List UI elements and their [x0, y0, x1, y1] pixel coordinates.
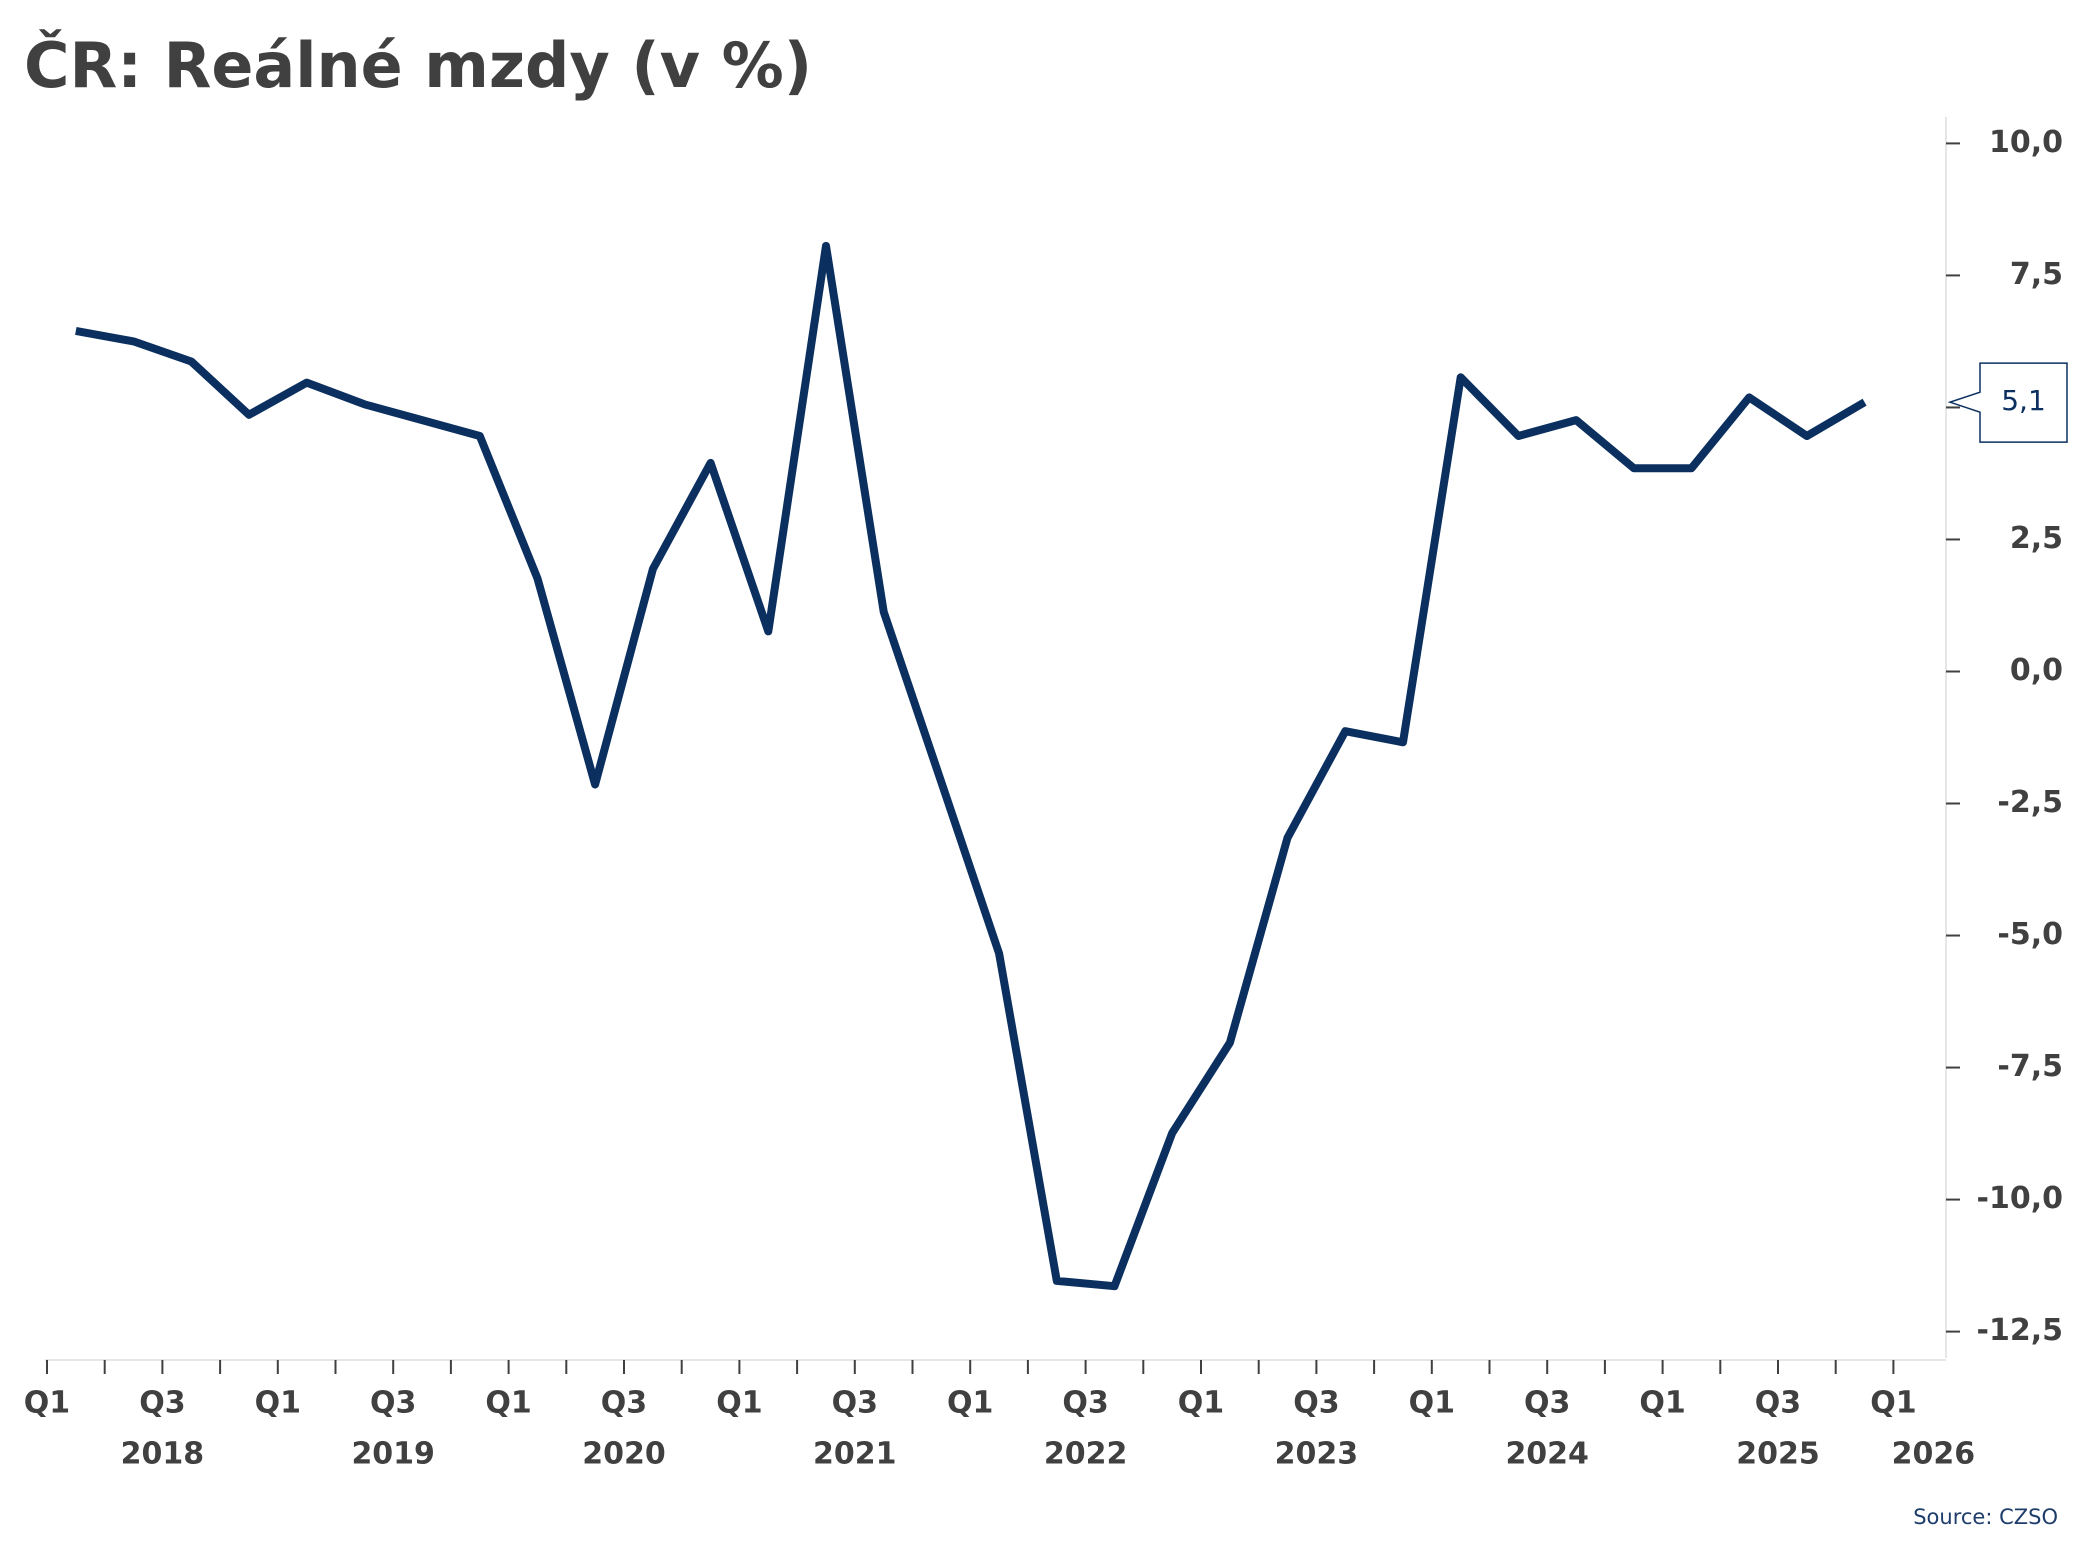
x-tick-label: Q1 — [1409, 1386, 1455, 1421]
x-tick-label: Q3 — [601, 1386, 647, 1421]
y-tick-label: 2,5 — [2010, 521, 2063, 556]
year-label: 2020 — [582, 1437, 666, 1472]
y-tick-label: 0,0 — [2010, 653, 2063, 688]
year-label: 2021 — [813, 1437, 897, 1472]
y-tick-label: 10,0 — [1989, 125, 2063, 160]
y-tick-label: -12,5 — [1977, 1313, 2063, 1348]
source: Source: CZSO — [1913, 1505, 2058, 1529]
x-tick-label: Q3 — [1293, 1386, 1339, 1421]
value-label: 5,1 — [2001, 384, 2046, 417]
x-tick-label: Q1 — [255, 1386, 301, 1421]
y-tick-label: 7,5 — [2010, 257, 2063, 292]
year-label: 2019 — [351, 1437, 435, 1472]
y-tick-label: -2,5 — [1997, 785, 2063, 820]
x-tick-label: Q3 — [1755, 1386, 1801, 1421]
x-tick-label: Q3 — [832, 1386, 878, 1421]
chart-title: ČR: Reálné mzdy (v %) — [24, 29, 812, 102]
y-tick-label: -5,0 — [1997, 917, 2063, 952]
y-tick-label: -10,0 — [1977, 1181, 2063, 1216]
value-callout — [1947, 362, 2068, 443]
line — [75, 241, 1867, 1291]
year-label: 2023 — [1275, 1437, 1359, 1472]
x-tick-label: Q1 — [1178, 1386, 1224, 1421]
x-tick-label: Q3 — [370, 1386, 416, 1421]
x-tick-label: Q3 — [139, 1386, 185, 1421]
x-tick-label: Q1 — [716, 1386, 762, 1421]
x-tick-label: Q1 — [947, 1386, 993, 1421]
x-tick-label: Q1 — [485, 1386, 531, 1421]
year-label: 2026 — [1892, 1437, 1976, 1472]
y-tick-label: -7,5 — [1997, 1049, 2063, 1084]
year-label: 2022 — [1044, 1437, 1128, 1472]
x-tick-label: Q3 — [1524, 1386, 1570, 1421]
year-label: 2024 — [1505, 1437, 1589, 1472]
x-tick-label: Q3 — [1062, 1386, 1108, 1421]
x-tick-label: Q1 — [1639, 1386, 1685, 1421]
year-label: 2018 — [121, 1437, 205, 1472]
year-label: 2025 — [1736, 1437, 1820, 1472]
x-tick-label: Q1 — [24, 1386, 70, 1421]
x-tick-label: Q1 — [1870, 1386, 1916, 1421]
